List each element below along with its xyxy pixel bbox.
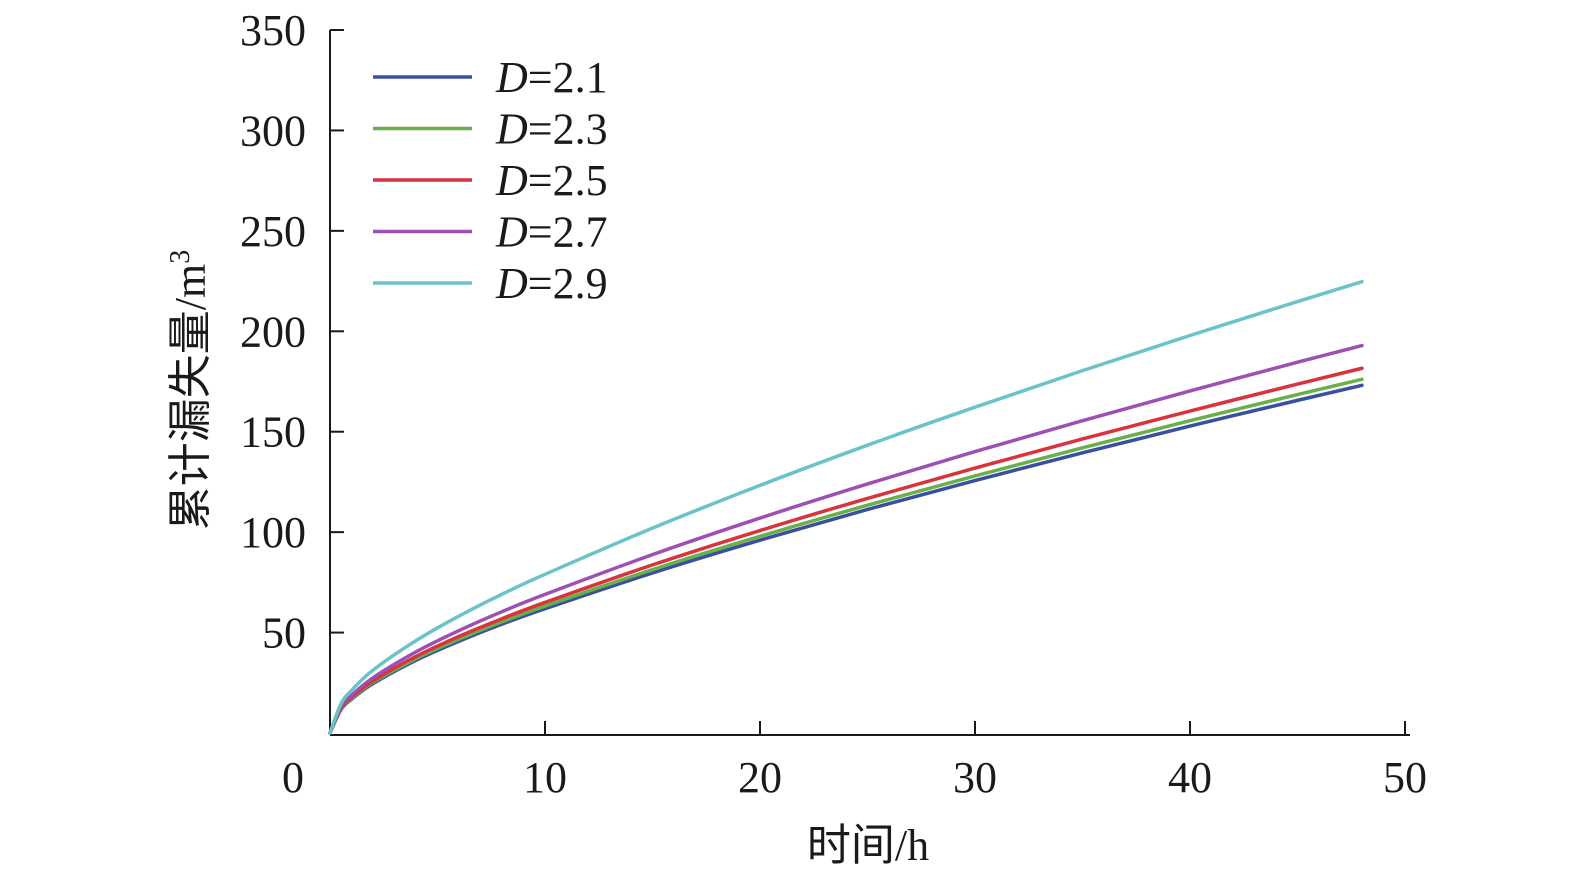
y-axis-title-text: 累计漏失量/m xyxy=(166,264,215,530)
series-line-d-2-5 xyxy=(328,366,1364,735)
x-tick-label: 10 xyxy=(523,753,567,802)
y-axis-title: 累计漏失量/m3 xyxy=(165,250,215,530)
y-tick-label: 100 xyxy=(240,508,306,557)
legend-label-d-2-1: D=2.1 xyxy=(495,53,608,102)
y-tick-label: 300 xyxy=(240,106,306,155)
x-axis-title: 时间/h xyxy=(807,821,929,870)
y-axis-title-superscript: 3 xyxy=(165,250,196,264)
y-tick-label: 150 xyxy=(240,408,306,457)
series-line-d-2-1 xyxy=(328,383,1364,735)
legend-value: 2.9 xyxy=(553,259,608,308)
y-tick-label: 250 xyxy=(240,207,306,256)
series-group xyxy=(328,279,1364,735)
y-tick-label: 350 xyxy=(240,6,306,55)
legend-value: 2.1 xyxy=(553,53,608,102)
legend-value: 2.3 xyxy=(553,105,608,154)
legend-operator: = xyxy=(528,105,553,154)
y-tick-label: 200 xyxy=(240,307,306,356)
series-line-d-2-3 xyxy=(328,377,1364,735)
legend-label-d-2-7: D=2.7 xyxy=(495,208,608,257)
legend-operator: = xyxy=(528,53,553,102)
legend-prefix: D xyxy=(495,105,528,154)
legend-label-d-2-9: D=2.9 xyxy=(495,259,608,308)
legend-prefix: D xyxy=(495,53,528,102)
series-line-d-2-9 xyxy=(328,279,1364,735)
legend-prefix: D xyxy=(495,259,528,308)
y-tick-label: 50 xyxy=(262,609,306,658)
x-tick-label: 0 xyxy=(282,753,304,802)
legend-value: 2.7 xyxy=(553,208,608,257)
legend-operator: = xyxy=(528,156,553,205)
legend-label-d-2-5: D=2.5 xyxy=(495,156,608,205)
legend-prefix: D xyxy=(495,156,528,205)
legend-operator: = xyxy=(528,208,553,257)
axes xyxy=(329,30,1410,736)
x-tick-label: 50 xyxy=(1383,753,1427,802)
x-tick-label: 30 xyxy=(953,753,997,802)
legend: D=2.1D=2.3D=2.5D=2.7D=2.9 xyxy=(373,53,608,308)
legend-label-d-2-3: D=2.3 xyxy=(495,105,608,154)
series-line-d-2-7 xyxy=(328,343,1364,735)
legend-value: 2.5 xyxy=(553,156,608,205)
ticks: 0 10 20 30 40 50 50 100 150 200 250 300 350 xyxy=(240,6,1427,802)
x-tick-label: 20 xyxy=(738,753,782,802)
x-tick-label: 40 xyxy=(1168,753,1212,802)
legend-operator: = xyxy=(528,259,553,308)
legend-prefix: D xyxy=(495,208,528,257)
